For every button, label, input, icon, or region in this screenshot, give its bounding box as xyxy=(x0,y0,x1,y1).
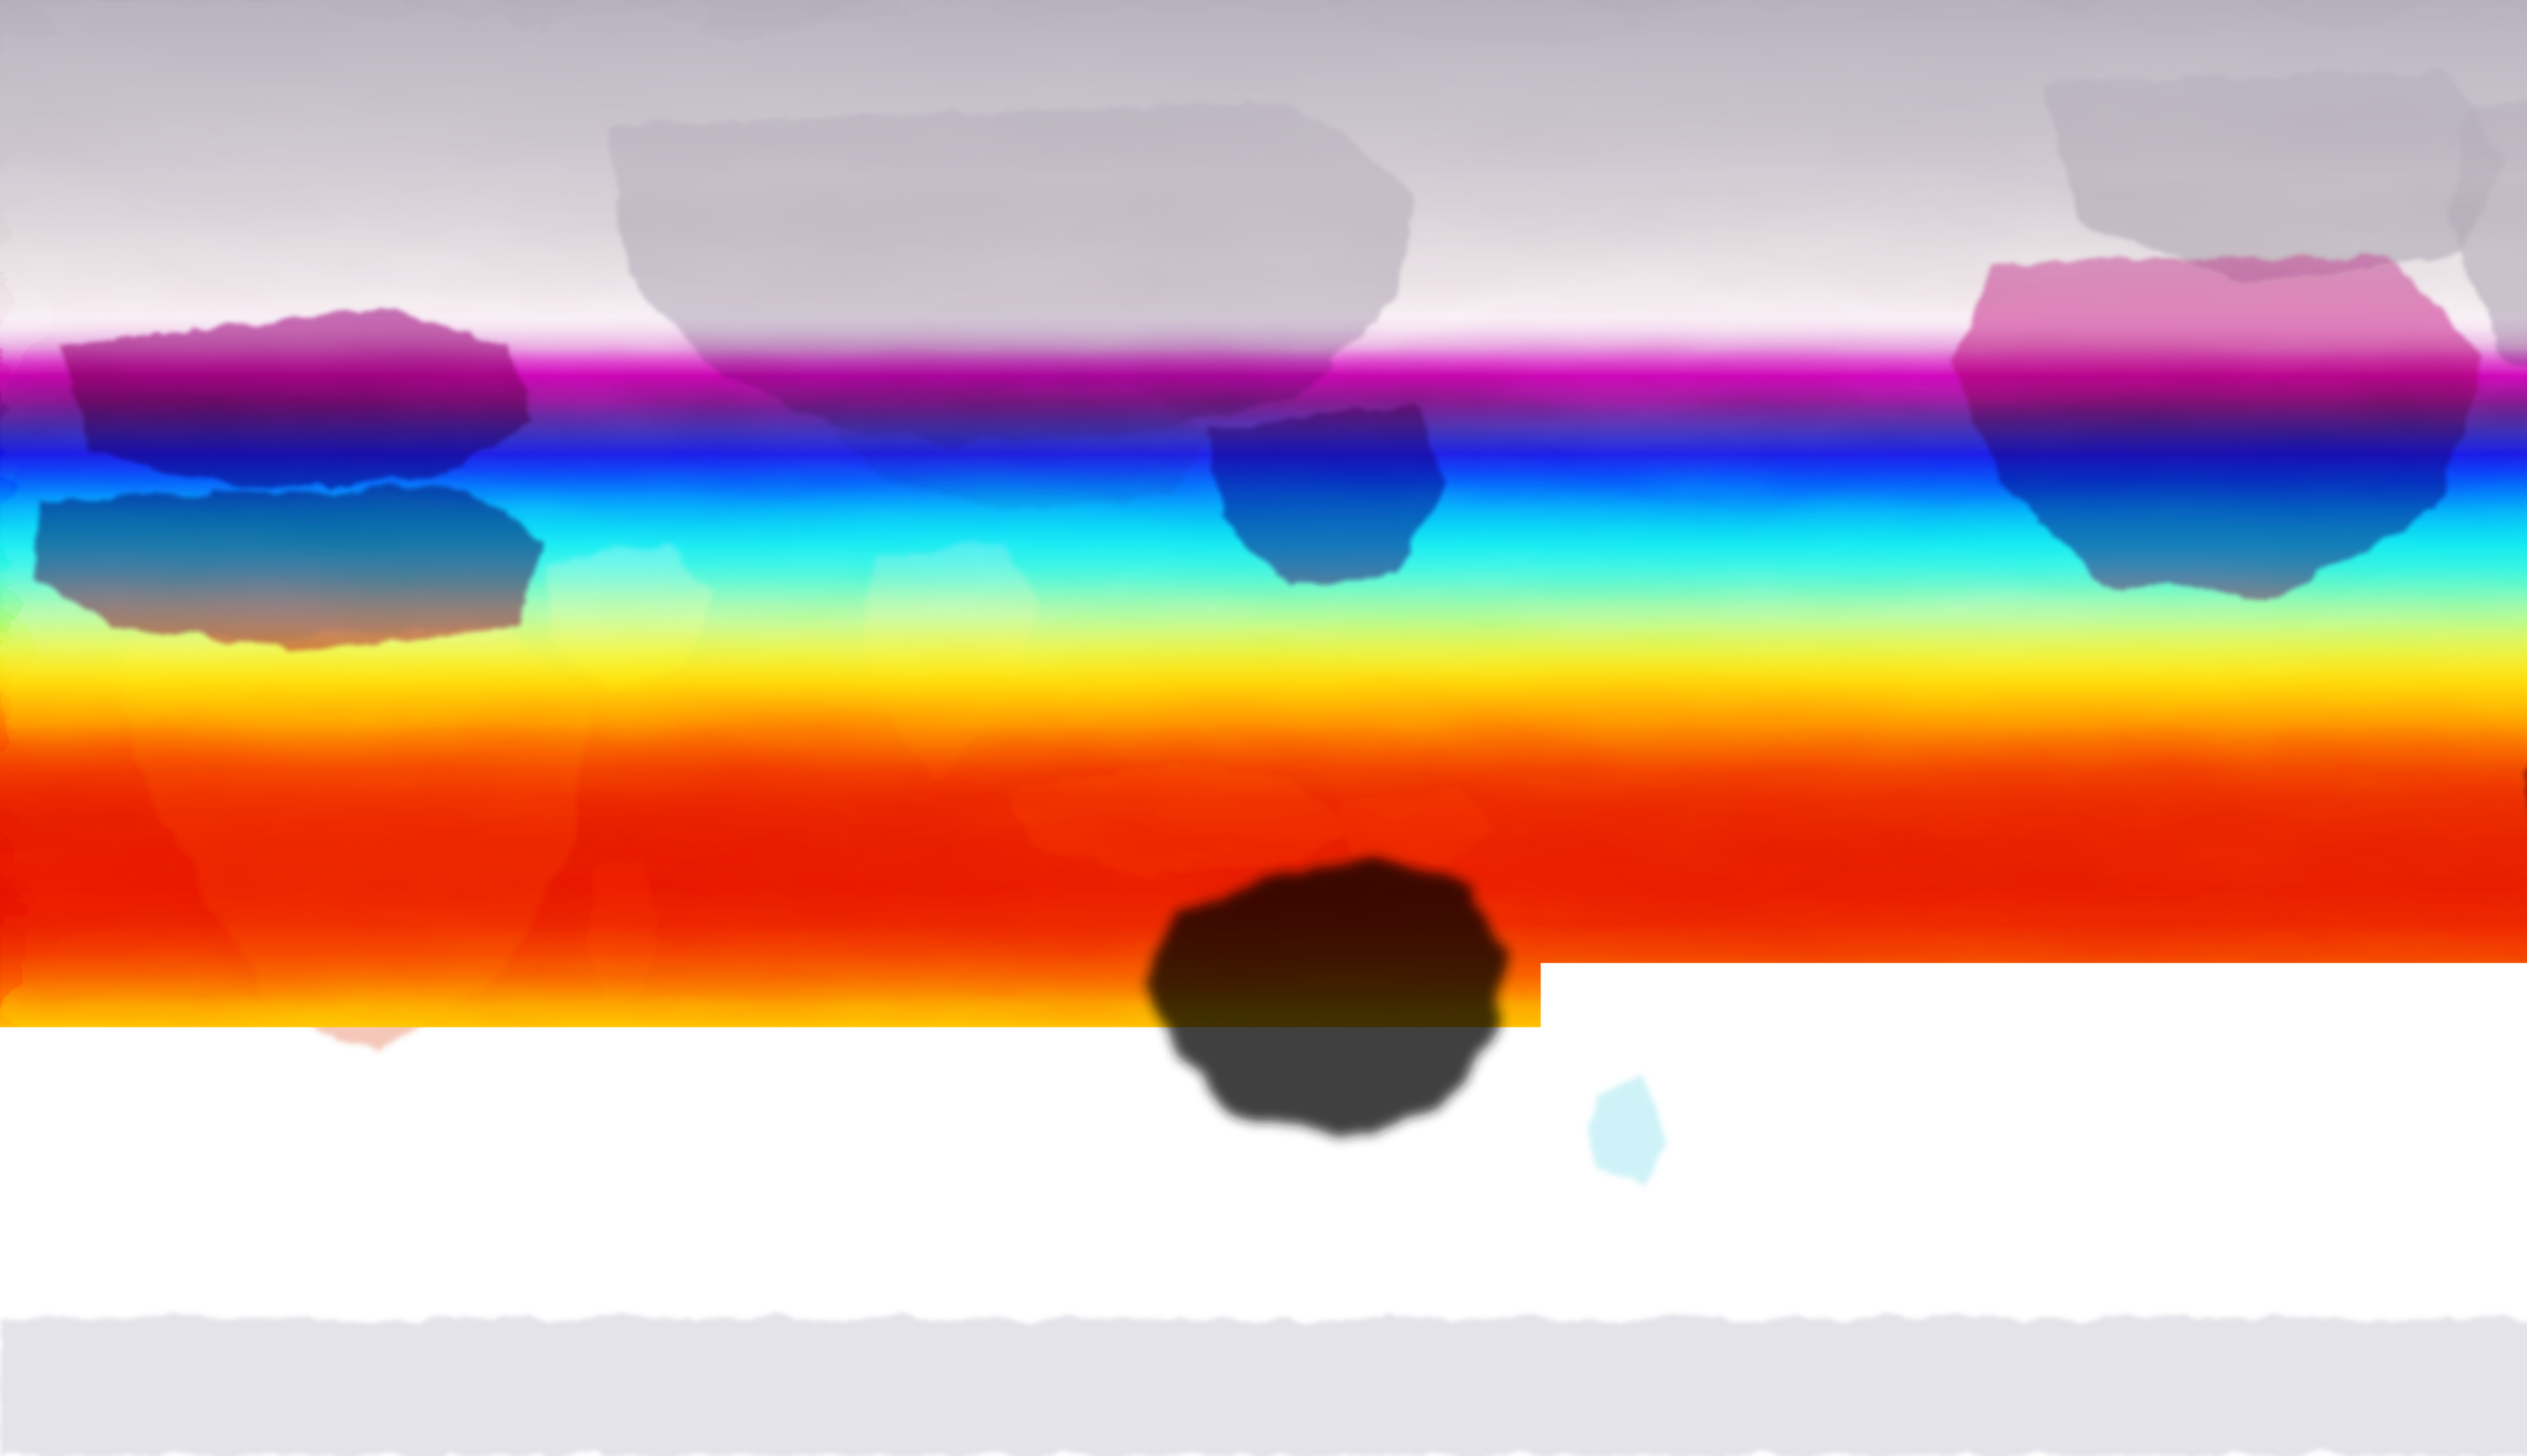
edge-vignette xyxy=(0,0,2527,1456)
global-temperature-visualization xyxy=(0,0,2527,1456)
